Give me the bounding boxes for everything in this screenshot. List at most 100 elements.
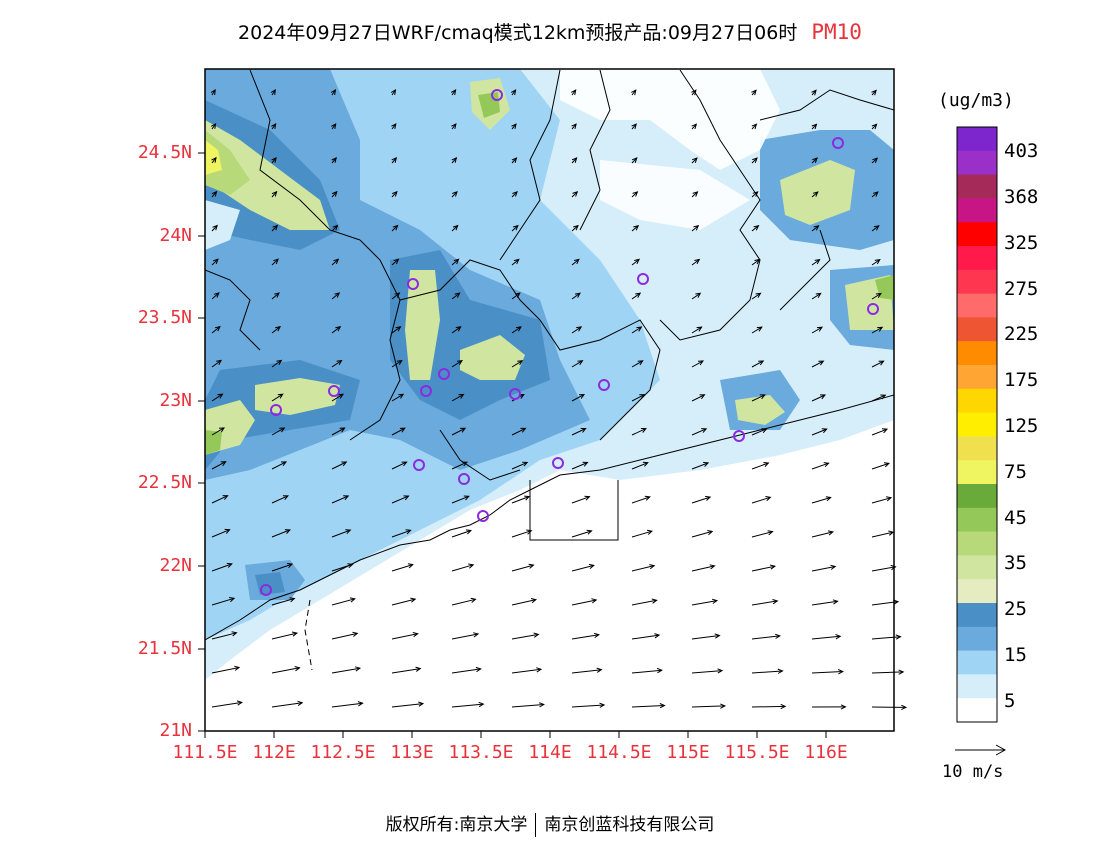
wind-arrow-head — [878, 360, 885, 366]
wind-arrow — [631, 225, 639, 232]
wind-arrow-head — [536, 667, 543, 673]
wind-arrow — [751, 157, 758, 164]
wind-arrow — [391, 495, 409, 504]
wind-arrow-head — [697, 360, 705, 366]
wind-arrow-head — [599, 702, 606, 708]
colorbar-segment — [957, 269, 997, 295]
wind-arrow-head — [291, 631, 299, 637]
wind-arrow — [391, 292, 400, 300]
wind-arrow-head — [571, 89, 577, 96]
wind-arrow-head — [390, 89, 397, 95]
wind-arrow — [211, 701, 242, 708]
wind-arrow — [271, 495, 289, 504]
wind-arrow-head — [818, 360, 825, 366]
wind-arrow — [571, 394, 585, 402]
wind-arrow-head — [538, 702, 545, 708]
wind-arrow — [571, 564, 594, 572]
wind-arrow — [451, 427, 466, 436]
wind-arrow — [691, 670, 723, 674]
wind-arrow-head — [888, 530, 895, 536]
wind-arrow — [871, 566, 896, 572]
wind-arrow-head — [450, 89, 457, 96]
wind-arrow-head — [780, 703, 787, 710]
wind-arrow — [451, 258, 459, 266]
wind-arrow-head — [893, 599, 900, 605]
wind-arrow — [211, 292, 220, 300]
wind-arrow — [451, 191, 458, 198]
wind-arrow — [811, 360, 824, 368]
wind-arrow — [751, 259, 760, 266]
colorbar-segment — [957, 341, 997, 366]
wind-arrow-head — [830, 564, 837, 570]
wind-arrow-head — [835, 634, 842, 640]
wind-arrow — [391, 633, 418, 640]
wind-arrow — [631, 565, 655, 572]
wind-arrow — [691, 462, 709, 470]
colorbar-segment — [957, 650, 997, 675]
lon-label: 116E — [804, 742, 848, 763]
wind-arrow — [271, 191, 277, 198]
wind-arrow — [631, 259, 640, 266]
wind-arrow-head — [656, 667, 663, 674]
wind-arrow-head — [811, 89, 817, 96]
wind-arrow — [211, 359, 222, 368]
wind-arrow — [871, 326, 883, 334]
wind-arrow-head — [871, 89, 877, 96]
wind-arrow-head — [214, 325, 221, 332]
wind-arrow — [871, 394, 886, 402]
lon-label: 112.5E — [310, 742, 376, 763]
wind-arrow-head — [642, 461, 649, 467]
wind-arrow-head — [584, 495, 591, 501]
wind-arrow-head — [236, 700, 243, 706]
wind-arrow — [271, 461, 287, 470]
wind-arrow-head — [890, 564, 897, 571]
wind-arrow-head — [526, 529, 533, 535]
wind-arrow — [451, 225, 459, 232]
wind-arrow-head — [591, 598, 598, 604]
wind-arrow-head — [763, 462, 770, 467]
wind-arrow — [391, 461, 407, 470]
colorbar-segment — [957, 246, 997, 271]
wind-arrow — [451, 461, 468, 470]
wind-arrow — [751, 531, 773, 538]
wind-arrow — [751, 565, 776, 572]
wind-arrow-head — [336, 359, 343, 366]
wind-arrow-head — [754, 258, 761, 265]
wind-arrow-head — [222, 495, 229, 500]
wind-arrow-head — [218, 427, 225, 433]
wind-arrow-head — [333, 258, 340, 265]
wind-arrow-head — [451, 157, 458, 163]
wind-arrow-head — [517, 360, 524, 366]
wind-arrow-head — [454, 292, 461, 298]
wind-arrow — [511, 259, 520, 266]
station-marker — [260, 584, 272, 596]
wind-arrow-head — [574, 292, 581, 298]
wind-arrow-head — [451, 123, 457, 130]
wind-arrow — [511, 668, 542, 674]
wind-arrow — [571, 428, 586, 436]
wind-arrow — [271, 702, 303, 708]
lon-label: 115.5E — [724, 742, 790, 763]
wind-arrow-head — [898, 669, 905, 675]
wind-arrow — [391, 703, 424, 708]
lon-label: 111.5E — [172, 742, 238, 763]
wind-arrow — [691, 600, 717, 606]
wind-arrow-head — [640, 428, 647, 433]
wind-arrow-head — [593, 632, 600, 639]
wind-arrow-head — [332, 224, 339, 231]
wind-arrow — [571, 462, 588, 470]
wind-arrow — [331, 292, 340, 300]
wind-arrow-head — [872, 157, 879, 163]
lon-label: 112E — [252, 742, 296, 763]
wind-arrow-head — [287, 563, 294, 569]
wind-arrow — [871, 191, 879, 198]
wind-arrow — [871, 428, 888, 436]
wind-arrow-head — [634, 258, 641, 265]
colorbar-segment — [957, 293, 997, 318]
wind-arrow-head — [331, 157, 337, 163]
wind-arrow — [811, 259, 820, 266]
wind-arrow-head — [465, 529, 472, 535]
lon-label: 114E — [528, 742, 572, 763]
wind-arrow — [571, 360, 583, 368]
wind-arrow-head — [345, 529, 352, 535]
